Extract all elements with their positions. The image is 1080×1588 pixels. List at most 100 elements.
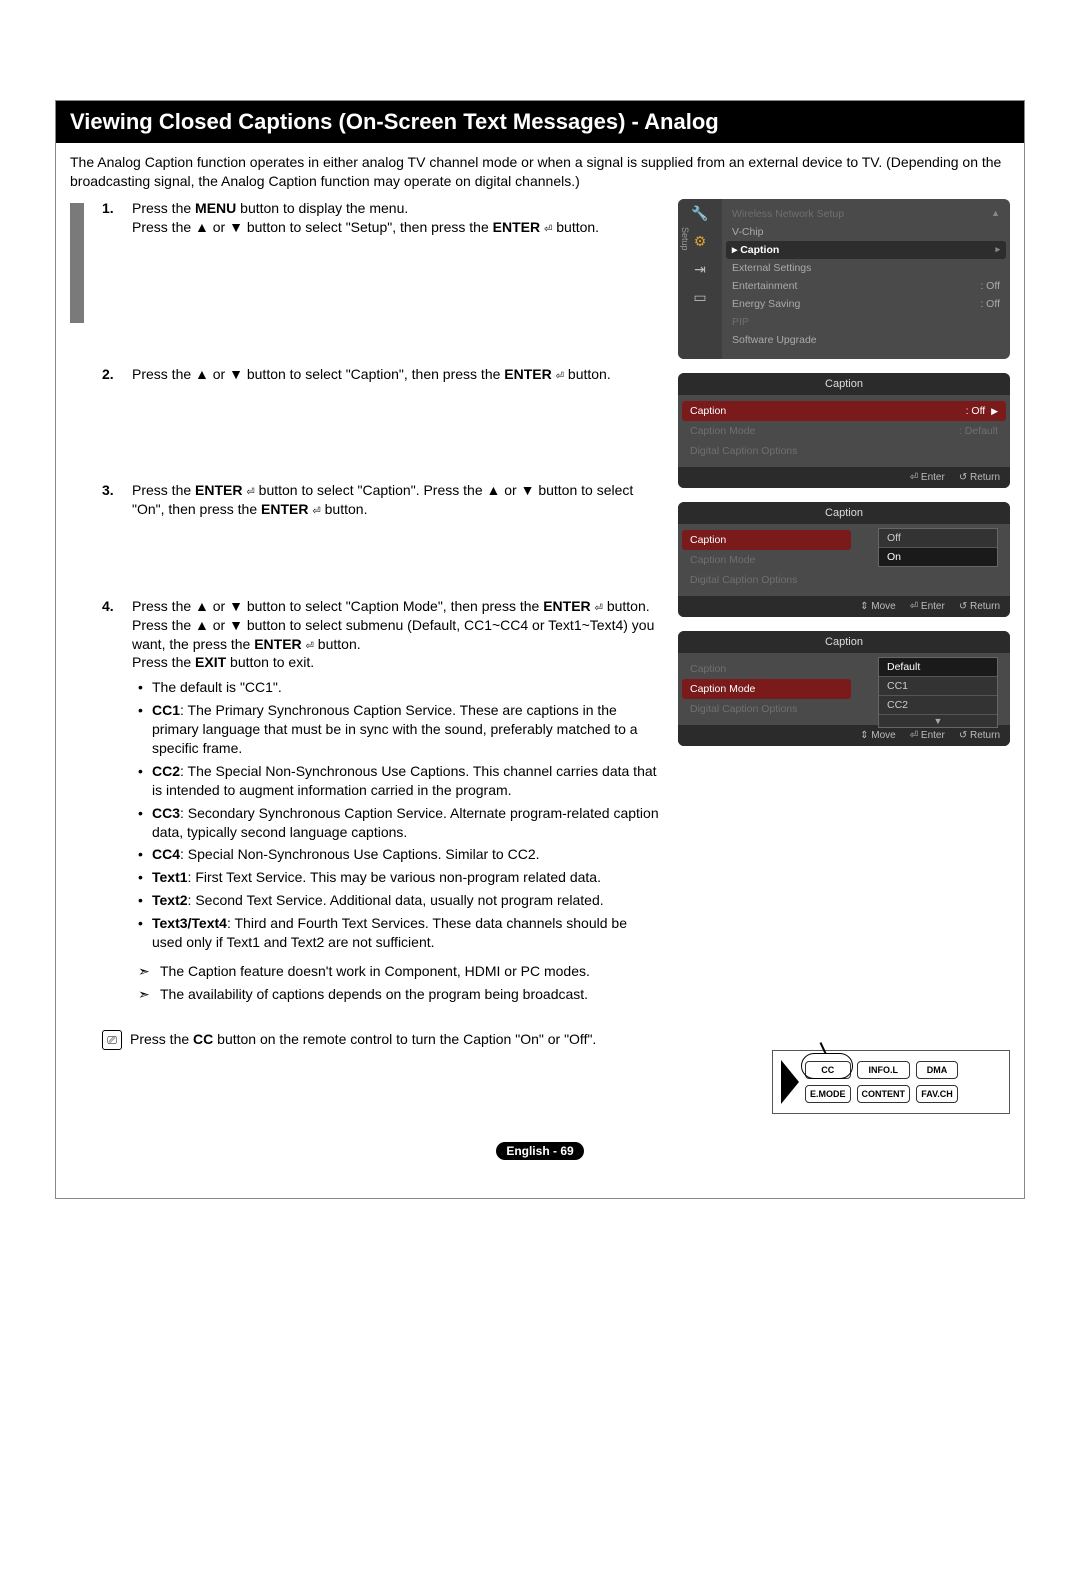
text: Press the xyxy=(132,654,195,670)
label: CC4 xyxy=(152,846,180,862)
bullet-text2: Text2: Second Text Service. Additional d… xyxy=(138,891,660,910)
chevron-right-icon: ▸ xyxy=(995,244,1000,256)
label: V-Chip xyxy=(732,226,764,238)
enter-label: ENTER xyxy=(493,219,540,235)
bullet-list: The default is "CC1". CC1: The Primary S… xyxy=(132,678,660,952)
osd-caption-menu: Caption Caption: Off ▶ Caption Mode: Def… xyxy=(678,373,1010,488)
label: Return xyxy=(970,601,1000,612)
exit-label: EXIT xyxy=(195,654,226,670)
enter-label: ENTER xyxy=(261,501,308,517)
page-number: English - 69 xyxy=(56,1144,1024,1158)
remote-diagram: CC E.MODE INFO.L CONTENT DMA FAV.CH xyxy=(772,1050,1010,1114)
step-4: 4. Press the ▲ or ▼ button to select "Ca… xyxy=(102,597,660,1014)
enter-icon: ⏎ xyxy=(312,506,320,517)
label: CC2 xyxy=(152,763,180,779)
step-body: Press the ▲ or ▼ button to select "Capti… xyxy=(132,365,660,475)
text: : The Special Non-Synchronous Use Captio… xyxy=(152,763,657,798)
label: PIP xyxy=(732,316,749,328)
note-1: The Caption feature doesn't work in Comp… xyxy=(138,962,660,981)
note-2: The availability of captions depends on … xyxy=(138,985,660,1004)
page-number-pill: English - 69 xyxy=(496,1142,583,1160)
page-title: Viewing Closed Captions (On-Screen Text … xyxy=(56,101,1024,143)
enter-icon: ⏎ xyxy=(246,487,254,498)
bullet-text1: Text1: First Text Service. This may be v… xyxy=(138,868,660,887)
label: Caption Mode xyxy=(690,425,755,437)
cc-label: CC xyxy=(193,1031,213,1047)
osd-setup-list: Wireless Network Setup▲ V-Chip ▸ Caption… xyxy=(722,199,1010,359)
label: CC3 xyxy=(152,805,180,821)
osd-row-software: Software Upgrade xyxy=(732,331,1000,349)
remote-favch-button: FAV.CH xyxy=(916,1085,958,1103)
enter-label: ENTER xyxy=(504,366,551,382)
step-3: 3. Press the ENTER ⏎ button to select "C… xyxy=(102,481,660,591)
osd-row-external: External Settings xyxy=(732,259,1000,277)
foot-enter: ⏎ Enter xyxy=(910,601,945,612)
osd-row-digital: Digital Caption Options xyxy=(690,570,998,590)
text: button to exit. xyxy=(226,654,314,670)
foot-enter: ⏎ Enter xyxy=(910,472,945,483)
osd-row-caption-mode: Caption Mode xyxy=(682,679,851,699)
text: Press the xyxy=(130,1031,193,1047)
notes-list: The Caption feature doesn't work in Comp… xyxy=(132,962,660,1004)
bullet-cc3: CC3: Secondary Synchronous Caption Servi… xyxy=(138,804,660,842)
bullet-cc4: CC4: Special Non-Synchronous Use Caption… xyxy=(138,845,660,864)
remote-wedge-icon xyxy=(781,1060,799,1104)
input-icon: ⇥ xyxy=(691,261,709,279)
label: Wireless Network Setup xyxy=(732,208,844,220)
osd-header: Caption xyxy=(678,373,1010,395)
osd-body: Caption Caption Mode Digital Caption Opt… xyxy=(678,653,1010,725)
osd-setup-sidebar: Setup 🔧 ⚙ ⇥ ▭ xyxy=(678,199,722,359)
label: Text3/Text4 xyxy=(152,915,227,931)
text: Press the xyxy=(132,200,195,216)
osd-row-pip: PIP xyxy=(732,313,1000,331)
foot-enter: ⏎ Enter xyxy=(910,730,945,741)
remote-info-button: INFO.L xyxy=(857,1061,911,1079)
text: Press the xyxy=(132,482,195,498)
value: : Off xyxy=(980,280,1000,292)
osd-row-digital: Digital Caption Options xyxy=(690,441,998,461)
foot-move: ⇕ Move xyxy=(860,601,896,612)
text: : Secondary Synchronous Caption Service.… xyxy=(152,805,659,840)
label: External Settings xyxy=(732,262,811,274)
step-number: 4. xyxy=(102,597,120,1014)
osd-popup: Off On xyxy=(878,528,998,567)
label: Return xyxy=(970,730,1000,741)
enter-icon: ⏎ xyxy=(556,371,564,382)
remote-cc-button: CC xyxy=(805,1061,851,1079)
text: button. xyxy=(564,366,611,382)
osd-caption-onoff: Caption Caption Caption Mode Digital Cap… xyxy=(678,502,1010,617)
label: Caption xyxy=(690,663,726,675)
step-2: 2. Press the ▲ or ▼ button to select "Ca… xyxy=(102,365,660,475)
label: Move xyxy=(871,601,895,612)
side-tab xyxy=(70,203,84,323)
foot-return: ↺ Return xyxy=(959,601,1000,612)
remote-hint-text: Press the CC button on the remote contro… xyxy=(130,1030,596,1049)
text: Press the ▲ or ▼ button to select "Capti… xyxy=(132,366,504,382)
osd-row-caption-mode: Caption Mode: Default xyxy=(690,421,998,441)
text: Press the ▲ or ▼ button to select "Setup… xyxy=(132,219,493,235)
scroll-down-icon: ▼ xyxy=(879,715,997,727)
remote-hint-icon: ⎚ xyxy=(102,1030,122,1050)
foot-return: ↺ Return xyxy=(959,472,1000,483)
osd-row-caption: Caption: Off ▶ xyxy=(682,401,1006,421)
step-body: Press the ENTER ⏎ button to select "Capt… xyxy=(132,481,660,591)
screen-icon: ▭ xyxy=(691,289,709,307)
text: : Second Text Service. Additional data, … xyxy=(188,892,604,908)
enter-label: ENTER xyxy=(254,636,301,652)
screenshots-column: Setup 🔧 ⚙ ⇥ ▭ Wireless Network Setup▲ V-… xyxy=(678,199,1010,1114)
bullet-text34: Text3/Text4: Third and Fourth Text Servi… xyxy=(138,914,660,952)
step-body: Press the MENU button to display the men… xyxy=(132,199,660,359)
osd-row-energy: Energy Saving: Off xyxy=(732,295,1000,313)
enter-label: ENTER xyxy=(195,482,242,498)
label: Text1 xyxy=(152,869,188,885)
foot-return: ↺ Return xyxy=(959,730,1000,741)
text: button on the remote control to turn the… xyxy=(213,1031,596,1047)
osd-body: Caption: Off ▶ Caption Mode: Default Dig… xyxy=(678,395,1010,467)
label: Caption Mode xyxy=(690,554,755,566)
enter-label: ENTER xyxy=(543,598,590,614)
wrench-icon: 🔧 xyxy=(691,205,709,223)
label: Enter xyxy=(921,601,945,612)
text: button. xyxy=(321,501,368,517)
text: button. xyxy=(552,219,599,235)
osd-row-caption: ▸ Caption▸ xyxy=(726,241,1006,259)
